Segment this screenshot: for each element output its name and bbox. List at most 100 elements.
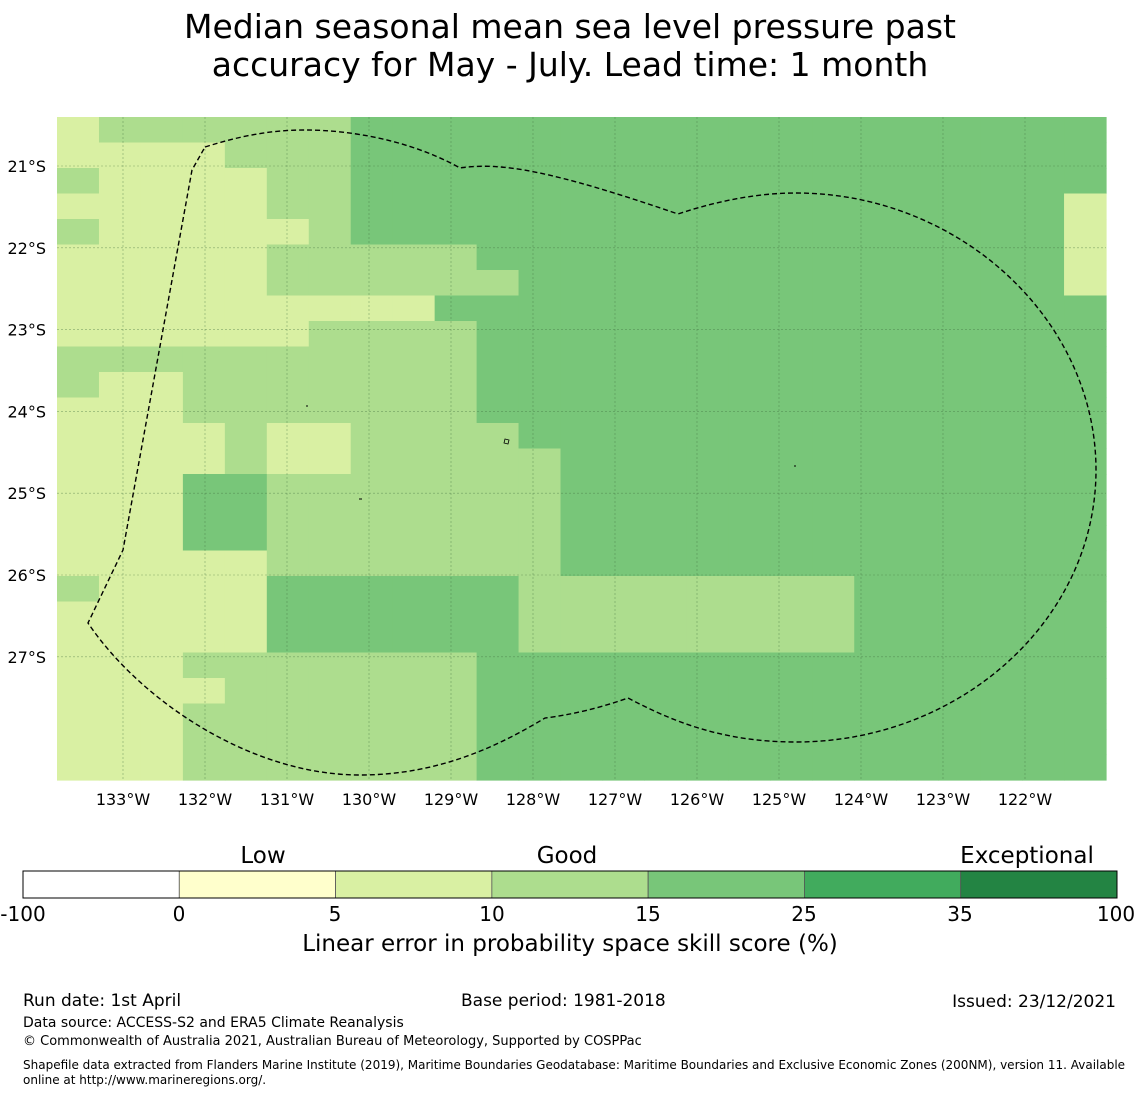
grid-cell	[770, 703, 813, 730]
grid-cell	[57, 703, 100, 730]
grid-cell	[140, 193, 184, 220]
grid-cell	[224, 321, 268, 348]
grid-cell	[1022, 295, 1065, 322]
grid-cell	[812, 244, 855, 271]
colorbar-frame	[22, 870, 1118, 899]
grid-cell	[350, 729, 394, 756]
grid-cell	[57, 678, 100, 705]
grid-cell	[224, 678, 268, 705]
grid-cell	[140, 678, 184, 705]
grid-cell	[434, 601, 478, 628]
grid-cell	[896, 193, 939, 220]
grid-cell	[392, 729, 436, 756]
grid-cell	[896, 117, 939, 144]
grid-cell	[644, 754, 687, 781]
grid-cell	[896, 244, 939, 271]
grid-cell	[728, 499, 771, 526]
grid-cell	[182, 270, 226, 297]
grid-cell	[980, 168, 1023, 195]
grid-cell	[434, 703, 478, 730]
grid-cell	[728, 729, 771, 756]
grid-cell	[938, 168, 981, 195]
grid-cell	[1064, 270, 1107, 297]
grid-cell	[57, 601, 100, 628]
grid-cell	[350, 142, 394, 169]
grid-cell	[140, 550, 184, 577]
longitude-label: 125°W	[752, 790, 807, 809]
grid-cell	[812, 474, 855, 501]
grid-cell	[518, 117, 562, 144]
colorbar-segment	[960, 870, 1118, 899]
colorbar-segment	[22, 870, 180, 899]
grid-cell	[896, 754, 939, 781]
grid-cell	[350, 397, 394, 424]
grid-cell	[560, 423, 604, 450]
grid-cell	[1022, 703, 1065, 730]
grid-cell	[476, 193, 520, 220]
grid-cell	[224, 499, 268, 526]
grid-cell	[392, 652, 436, 679]
grid-cell	[224, 448, 268, 475]
grid-cell	[434, 652, 478, 679]
grid-cell	[350, 321, 394, 348]
grid-cell	[98, 729, 142, 756]
grid-cell	[812, 754, 855, 781]
grid-cell	[434, 474, 478, 501]
grid-cell	[938, 678, 981, 705]
grid-cell	[1064, 295, 1107, 322]
grid-cell	[854, 703, 897, 730]
grid-cell	[98, 295, 142, 322]
grid-cell	[770, 346, 813, 373]
grid-cell	[140, 346, 184, 373]
latitude-label: 22°S	[7, 239, 46, 258]
grid-cell	[644, 601, 687, 628]
grid-cell	[686, 270, 729, 297]
grid-cell	[812, 423, 855, 450]
grid-cell	[812, 550, 855, 577]
grid-cell	[896, 295, 939, 322]
grid-cell	[812, 321, 855, 348]
grid-cell	[686, 219, 729, 246]
grid-cell	[57, 117, 100, 144]
grid-cell	[602, 270, 646, 297]
grid-cell	[728, 627, 771, 654]
grid-cell	[266, 576, 310, 603]
grid-cell	[770, 627, 813, 654]
grid-cell	[854, 372, 897, 399]
copyright: © Commonwealth of Australia 2021, Austra…	[23, 1034, 642, 1049]
grid-cell	[728, 423, 771, 450]
grid-cell	[392, 423, 436, 450]
grid-cell	[476, 321, 520, 348]
grid-cell	[476, 601, 520, 628]
grid-cell	[434, 499, 478, 526]
grid-cell	[392, 627, 436, 654]
grid-cell	[392, 448, 436, 475]
grid-cell	[938, 321, 981, 348]
grid-cell	[182, 754, 226, 781]
grid-cell	[434, 270, 478, 297]
grid-cell	[938, 372, 981, 399]
grid-cell	[308, 193, 352, 220]
grid-cell	[1064, 652, 1107, 679]
grid-cell	[686, 678, 729, 705]
grid-cell	[518, 448, 562, 475]
grid-cell	[896, 168, 939, 195]
grid-cell	[770, 550, 813, 577]
grid-cell	[770, 423, 813, 450]
grid-cell	[896, 525, 939, 552]
issued-date: Issued: 23/12/2021	[952, 992, 1116, 1012]
grid-cell	[896, 219, 939, 246]
grid-cell	[266, 321, 310, 348]
grid-cell	[602, 321, 646, 348]
grid-cell	[182, 499, 226, 526]
grid-cell	[308, 142, 352, 169]
grid-cell	[896, 729, 939, 756]
colorbar-tick: 0	[172, 902, 186, 926]
grid-cell	[602, 474, 646, 501]
grid-cell	[140, 397, 184, 424]
grid-cell	[770, 193, 813, 220]
grid-cell	[434, 219, 478, 246]
grid-cell	[266, 346, 310, 373]
grid-cell	[980, 474, 1023, 501]
grid-cell	[644, 270, 687, 297]
